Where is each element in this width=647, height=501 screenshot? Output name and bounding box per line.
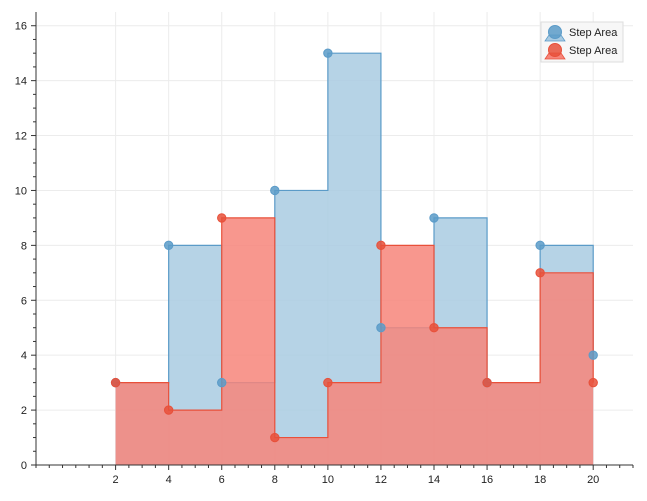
x-tick-label: 12 [375,474,387,486]
legend: Step Area Step Area [540,21,624,63]
x-tick-label: 8 [272,474,278,486]
x-tick-label: 4 [166,474,172,486]
y-tick-label: 4 [21,350,27,362]
axes: 0 2 4 6 8 10 12 14 16 2 4 6 8 10 12 14 16 18 20 [15,12,634,486]
data-point[interactable] [482,377,492,388]
y-tick-label: 6 [21,295,27,307]
data-point[interactable] [429,323,439,333]
data-point[interactable] [323,48,333,58]
data-point[interactable] [163,240,174,251]
data-point[interactable] [217,213,227,223]
x-tick-label: 6 [219,474,225,486]
legend-label: Step Area [569,27,618,39]
y-tick-label: 14 [15,76,27,88]
x-tick-label: 20 [587,474,599,486]
x-tick-label: 2 [113,474,119,486]
y-tick-label: 16 [15,21,27,33]
data-point[interactable] [588,350,598,360]
series-2-line [115,217,594,439]
x-tick-label: 14 [428,474,440,486]
data-point[interactable] [323,377,333,388]
data-point[interactable] [163,405,174,415]
series-2 [115,217,594,465]
data-point[interactable] [588,377,598,388]
data-point[interactable] [376,240,386,251]
series-2-markers [110,213,598,443]
series-2-area [115,217,594,465]
data-point[interactable] [110,377,121,388]
x-tick-label: 10 [322,474,334,486]
legend-label: Step Area [569,45,618,57]
data-point[interactable] [429,213,439,223]
y-tick-label: 0 [21,460,27,472]
y-tick-label: 2 [21,405,27,417]
legend-swatch-icon [544,43,566,60]
y-tick-label: 12 [15,131,27,143]
data-point[interactable] [270,185,280,196]
data-point[interactable] [535,268,545,278]
data-point[interactable] [535,240,545,251]
y-tick-label: 10 [15,185,27,197]
y-tick-label: 8 [21,240,27,252]
data-point[interactable] [270,432,280,443]
x-tick-label: 16 [481,474,493,486]
legend-swatch-icon [544,25,566,42]
data-point[interactable] [376,323,386,333]
x-tick-label: 18 [534,474,546,486]
data-point[interactable] [217,377,227,388]
